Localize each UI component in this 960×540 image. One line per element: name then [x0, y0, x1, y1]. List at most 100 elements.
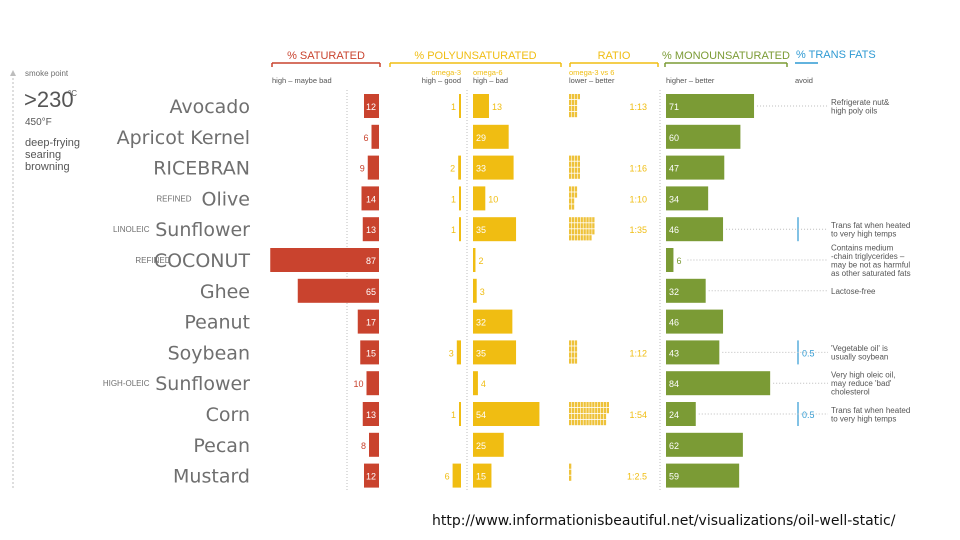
- ratio-value: 1:16: [629, 164, 647, 174]
- ratio-block: [589, 223, 592, 229]
- ratio-block: [569, 408, 572, 414]
- omega6-bar: [473, 217, 517, 242]
- saturated-bar: [297, 278, 379, 303]
- ratio-block: [571, 161, 575, 167]
- mono-value: 6: [676, 256, 681, 266]
- ratio-block: [569, 402, 572, 408]
- saturated-value: 14: [366, 194, 376, 204]
- ratio-block: [592, 217, 595, 223]
- saturated-value: 12: [366, 472, 376, 482]
- ratio-block: [580, 235, 583, 241]
- ratio-block: [603, 402, 607, 408]
- mono-bar: [666, 340, 720, 365]
- ratio-block: [569, 112, 572, 118]
- ratio-block: [571, 358, 575, 364]
- omega3-bar: [459, 217, 461, 242]
- ratio-block: [580, 420, 583, 426]
- ratio-block: [577, 235, 580, 241]
- mono-value: 62: [669, 441, 679, 451]
- saturated-bar: [364, 94, 379, 118]
- oil-name: Apricot Kernel: [117, 127, 250, 149]
- ratio-block: [580, 217, 583, 223]
- omega3-value: 1: [451, 102, 456, 112]
- mono-bar: [666, 371, 771, 396]
- ratio-block: [574, 352, 578, 358]
- ratio-block: [571, 235, 575, 241]
- mono-bar: [666, 432, 743, 457]
- ratio-block: [574, 235, 578, 241]
- ratio-block: [589, 229, 592, 235]
- note-line: Very high oleic oil,: [831, 371, 895, 380]
- ratio-block: [580, 402, 583, 408]
- omega3-bar: [458, 155, 461, 180]
- omega3-bar: [459, 402, 461, 426]
- mono-bar: [666, 309, 724, 334]
- ratio-block: [569, 167, 572, 173]
- ratio-block: [589, 408, 592, 414]
- oil-prefix: REFINED: [156, 194, 191, 203]
- ratio-block: [606, 402, 609, 408]
- ratio-block: [589, 217, 592, 223]
- omega6-value: 13: [492, 102, 502, 112]
- ratio-block: [592, 420, 595, 426]
- ratio-block: [569, 223, 572, 229]
- omega6-value: 35: [476, 225, 486, 235]
- source-url[interactable]: http://www.informationisbeautiful.net/vi…: [432, 513, 896, 529]
- ratio-block: [603, 408, 607, 414]
- ratio-block: [577, 173, 580, 179]
- ratio-block: [577, 155, 580, 161]
- oil-name: Peanut: [184, 312, 250, 334]
- ratio-block: [598, 420, 601, 426]
- ratio-block: [595, 414, 598, 420]
- saturated-value: 15: [366, 348, 376, 358]
- ratio-block: [574, 223, 578, 229]
- omega3-value: 1: [451, 410, 456, 420]
- ratio-value: 1:12: [629, 348, 647, 358]
- ratio-block: [574, 217, 578, 223]
- omega3-bar: [459, 186, 461, 211]
- mono-bar: [666, 248, 674, 272]
- mono-bar: [666, 186, 709, 211]
- mono-value: 59: [669, 472, 679, 482]
- ratio-block: [583, 420, 586, 426]
- note-line: Trans fat when heated: [831, 221, 910, 230]
- ratio-block: [600, 408, 604, 414]
- note-line: 'Vegetable oil' is: [831, 344, 888, 353]
- polyunsaturated-title: % POLYUNSATURATED: [414, 50, 536, 62]
- mono-value: 47: [669, 164, 679, 174]
- trans-value: 0.5: [802, 410, 815, 420]
- celsius-unit: °C: [68, 89, 77, 98]
- ratio-block: [586, 402, 589, 408]
- ratio-note: lower – better: [569, 76, 615, 85]
- saturated-value: 17: [366, 318, 376, 328]
- ratio-block: [586, 223, 589, 229]
- omega6-value: 4: [481, 379, 486, 389]
- ratio-block: [569, 469, 572, 475]
- saturated-value: 6: [363, 133, 368, 143]
- ratio-block: [592, 223, 595, 229]
- saturated-bar: [362, 402, 379, 426]
- ratio-block: [589, 402, 592, 408]
- ratio-block: [571, 112, 575, 118]
- ratio-block: [577, 167, 580, 173]
- omega6-bar: [473, 248, 476, 272]
- saturated-bar: [362, 217, 379, 242]
- omega3-value: 2: [450, 164, 455, 174]
- ratio-block: [603, 420, 607, 426]
- omega6-bar: [473, 186, 486, 211]
- mono-bar: [666, 278, 706, 303]
- ratio-block: [574, 94, 578, 100]
- ratio-block: [569, 217, 572, 223]
- saturated-bar: [270, 248, 379, 272]
- ratio-block: [574, 192, 578, 198]
- ratio-subtitle: omega-3 vs 6: [569, 68, 614, 77]
- ratio-block: [574, 173, 578, 179]
- ratio-block: [571, 229, 575, 235]
- ratio-block: [574, 167, 578, 173]
- ratio-block: [586, 414, 589, 420]
- ratio-block: [571, 186, 575, 192]
- oil-name: Soybean: [168, 342, 250, 364]
- omega6-value: 3: [480, 287, 485, 297]
- ratio-block: [574, 100, 578, 106]
- ratio-block: [571, 106, 575, 112]
